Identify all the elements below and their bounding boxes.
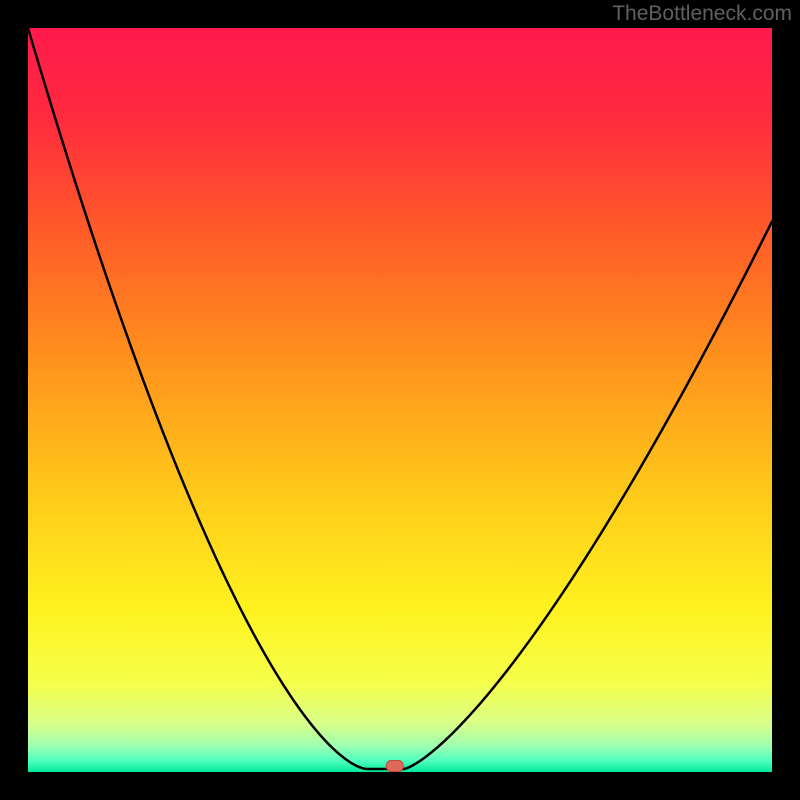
chart-svg bbox=[0, 0, 800, 800]
chart-container: TheBottleneck.com bbox=[0, 0, 800, 800]
watermark-text: TheBottleneck.com bbox=[612, 2, 792, 26]
plot-gradient-background bbox=[28, 28, 772, 772]
valley-marker bbox=[386, 761, 403, 772]
